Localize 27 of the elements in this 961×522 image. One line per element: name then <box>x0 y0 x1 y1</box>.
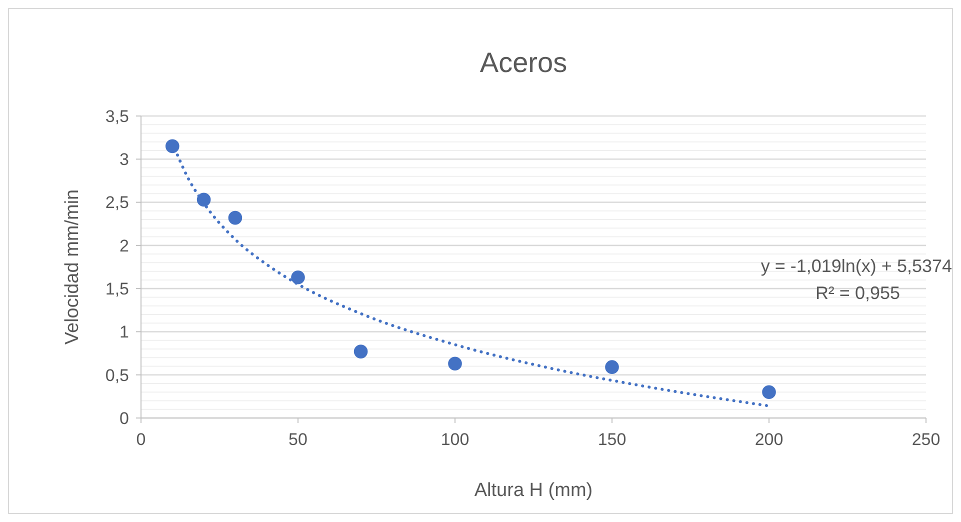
x-tick-label: 0 <box>136 430 146 449</box>
point <box>605 360 619 374</box>
x-tick-label: 150 <box>598 430 626 449</box>
annotation: R² = 0,955 <box>815 283 900 303</box>
x-tick-label: 100 <box>440 430 470 449</box>
y-tick-label: 1 <box>120 322 129 342</box>
x-tick-label: 50 <box>288 430 308 449</box>
point <box>448 356 462 371</box>
y-axis-title: Velocidad mm/min <box>62 189 83 345</box>
y-tick-label: 3 <box>120 150 129 170</box>
y-tick-label: 3,5 <box>105 106 129 126</box>
y-tick-label: 2,5 <box>105 193 129 212</box>
y-tick-label: 1,5 <box>105 280 129 299</box>
y-tick-label: 0,5 <box>105 366 129 385</box>
point <box>762 385 776 400</box>
chart-title: Aceros <box>480 47 568 78</box>
annotation: y = -1,019ln(x) + 5,5374 <box>760 256 952 276</box>
y-tick-label: 0 <box>120 408 129 428</box>
point <box>165 139 180 154</box>
y-tick-label: 2 <box>120 236 129 256</box>
x-tick-label: 200 <box>754 430 784 449</box>
point <box>291 270 305 284</box>
point <box>354 344 368 358</box>
point <box>196 192 211 207</box>
x-tick-label: 250 <box>912 430 940 449</box>
point <box>228 210 242 225</box>
x-axis-title: Altura H (mm) <box>474 480 593 501</box>
